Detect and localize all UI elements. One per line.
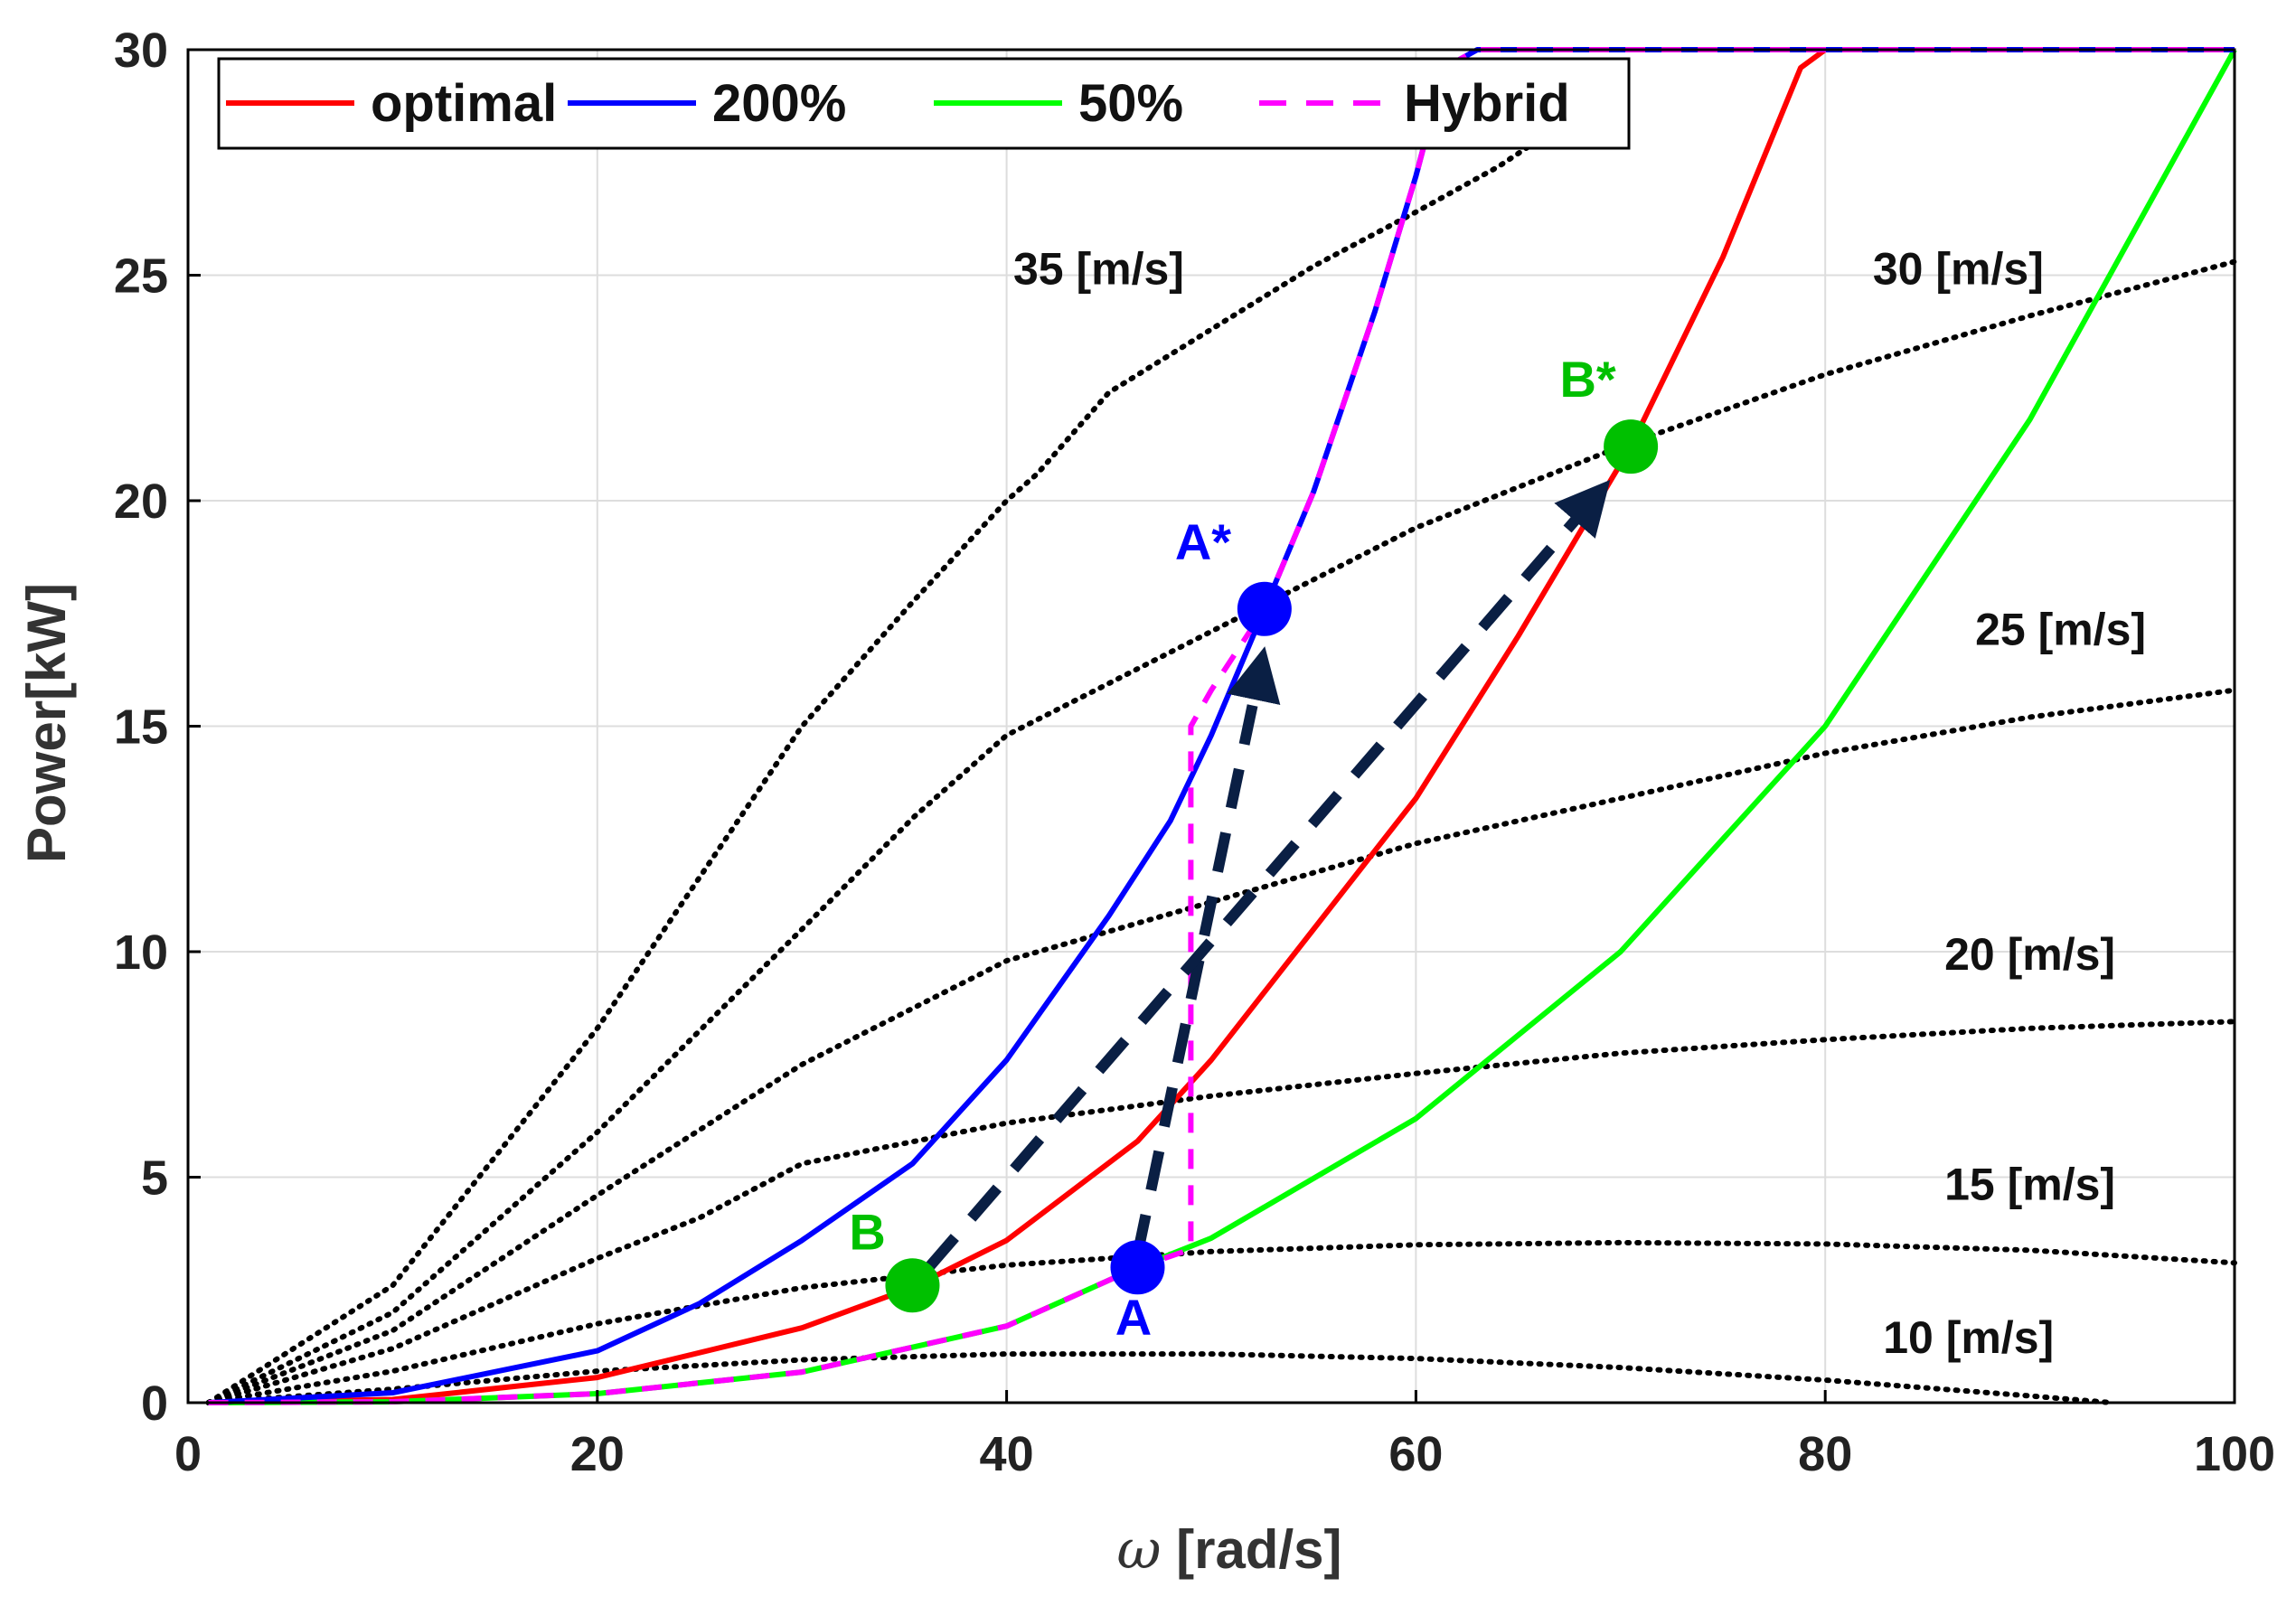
x-tick-label-100: 100 [2194, 1427, 2275, 1481]
point-a-star-marker [1237, 581, 1292, 636]
wind-curve-10-m-s [205, 1351, 2115, 1405]
point-b-star-marker [1604, 419, 1659, 474]
wind-curve-25-m-s [205, 687, 2237, 1405]
legend-items: optimal 200% 50% Hybrid [226, 74, 1570, 133]
wind-curve-30-m-s [205, 258, 2237, 1405]
x-tick-label-80: 80 [1798, 1427, 1852, 1481]
legend-label-50: 50% [1078, 74, 1183, 133]
x-axis-unit: [rad/s] [1161, 1519, 1341, 1580]
point-a-marker [1110, 1240, 1165, 1295]
point-a-star-label: A* [1175, 513, 1231, 570]
point-b-star-label: B* [1559, 351, 1615, 408]
x-tick-label-20: 20 [570, 1427, 625, 1481]
y-tick-label-10: 10 [114, 925, 168, 980]
operating-points: A A* B B* [849, 351, 1659, 1346]
x-tick-label-40: 40 [980, 1427, 1034, 1481]
wind-curve-35-m-s-label: 35 [m/s] [1013, 243, 1184, 294]
arrow-b-to-b [925, 479, 1611, 1272]
y-tick-label-20: 20 [114, 474, 168, 529]
legend-label-hybrid: Hybrid [1404, 74, 1570, 133]
x-axis-symbol: ω [1117, 1518, 1162, 1582]
axis-ticks: 0 20 40 60 80 100 0 5 10 15 20 25 30 [114, 23, 2275, 1481]
legend-box [217, 57, 1631, 150]
y-tick-label-25: 25 [114, 249, 168, 304]
point-b-marker [885, 1258, 940, 1313]
x-axis-label: ω [rad/s] [1117, 1518, 1342, 1582]
wind-curve-30-m-s-label: 30 [m/s] [1873, 243, 2044, 294]
series-line-optimal [208, 47, 2235, 1405]
x-tick-label-0: 0 [174, 1427, 202, 1481]
y-tick-label-30: 30 [114, 23, 168, 78]
legend-label-optimal: optimal [371, 74, 557, 133]
legend: optimal 200% 50% Hybrid [217, 57, 1631, 150]
y-axis-label: Power[kW] [16, 583, 77, 863]
legend-label-200: 200% [712, 74, 846, 133]
wind-curve-35-m-s [205, 65, 1623, 1405]
wind-speed-curves: 10 [m/s] 15 [m/s] 20 [m/s] 25 [m/s] 30 [m/s]… [205, 65, 2237, 1405]
y-tick-label-15: 15 [114, 700, 168, 755]
wind-curve-20-m-s-label: 20 [m/s] [1944, 929, 2115, 980]
wind-curve-10-m-s-label: 10 [m/s] [1883, 1312, 2054, 1363]
y-tick-label-0: 0 [141, 1376, 168, 1431]
transition-arrows [925, 479, 1611, 1272]
wind-curve-20-m-s [205, 1019, 2237, 1405]
wind-curve-15-m-s-label: 15 [m/s] [1944, 1159, 2115, 1209]
point-b-label: B [849, 1203, 885, 1260]
x-tick-label-60: 60 [1388, 1427, 1443, 1481]
wind-curve-15-m-s [205, 1239, 2237, 1405]
point-a-label: A [1115, 1289, 1152, 1346]
y-tick-label-5: 5 [141, 1151, 168, 1206]
wind-curve-25-m-s-label: 25 [m/s] [1975, 605, 2146, 655]
